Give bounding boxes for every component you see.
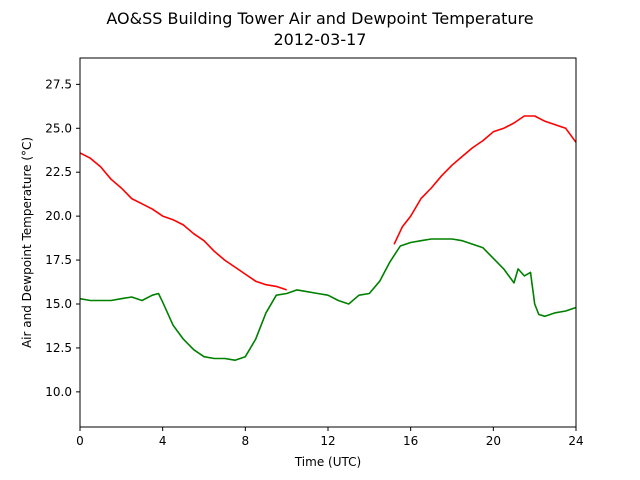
series-line-2 <box>79 238 577 362</box>
y-axis-ticks: 10.0 12.5 15.0 17.5 20.0 22.5 25.0 27.5 <box>45 77 80 399</box>
x-tick-label: 20 <box>486 434 501 448</box>
x-tick-label: 0 <box>76 434 84 448</box>
y-tick-label: 10.0 <box>45 385 72 399</box>
plot-frame <box>79 57 577 428</box>
y-tick-label: 27.5 <box>45 77 72 91</box>
y-tick-label: 25.0 <box>45 121 72 135</box>
plot-lines <box>79 115 577 362</box>
y-tick-label: 15.0 <box>45 297 72 311</box>
y-axis-label: Air and Dewpoint Temperature (°C) <box>20 137 34 348</box>
y-tick-label: 17.5 <box>45 253 72 267</box>
chart-title: AO&SS Building Tower Air and Dewpoint Te… <box>106 9 533 28</box>
series-line-1 <box>393 115 577 245</box>
y-tick-label: 22.5 <box>45 165 72 179</box>
x-tick-label: 24 <box>568 434 583 448</box>
x-axis-ticks: 0 4 8 12 16 20 24 <box>76 427 584 448</box>
y-tick-label: 20.0 <box>45 209 72 223</box>
x-tick-label: 12 <box>320 434 335 448</box>
x-tick-label: 8 <box>242 434 250 448</box>
x-tick-label: 4 <box>159 434 167 448</box>
series-line-0 <box>79 152 287 291</box>
x-tick-label: 16 <box>403 434 418 448</box>
chart-subtitle: 2012-03-17 <box>274 30 367 49</box>
y-tick-label: 12.5 <box>45 341 72 355</box>
x-axis-label: Time (UTC) <box>294 455 361 469</box>
